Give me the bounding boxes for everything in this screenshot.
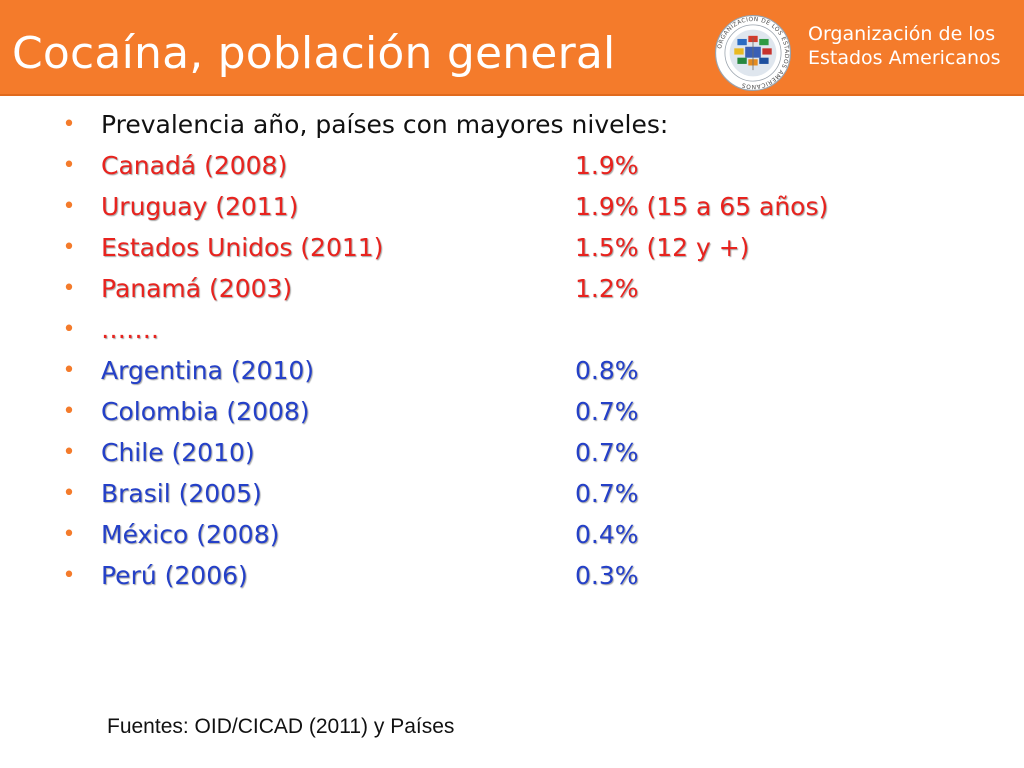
- prevalence-value: 0.7%: [575, 397, 639, 426]
- country-label: Uruguay (2011): [101, 192, 299, 221]
- list-item: • Colombia (2008) 0.7%: [0, 391, 1024, 432]
- bullet-icon: •: [62, 440, 76, 465]
- bullet-icon: •: [62, 358, 76, 383]
- list-item: • Canadá (2008) 1.9%: [0, 145, 1024, 186]
- prevalence-value: 0.8%: [575, 356, 639, 385]
- org-name-line-2: Estados Americanos: [808, 47, 1001, 69]
- page-title: Cocaína, población general: [12, 28, 616, 79]
- list-item: • Panamá (2003) 1.2%: [0, 268, 1024, 309]
- bullet-icon: •: [62, 112, 76, 137]
- list-item: • Argentina (2010) 0.8%: [0, 350, 1024, 391]
- bullet-icon: •: [62, 563, 76, 588]
- country-label: Brasil (2005): [101, 479, 262, 508]
- flags-cluster-icon: [734, 35, 772, 71]
- header-bar: Cocaína, población general ORGANIZACION …: [0, 0, 1024, 96]
- bullet-icon: •: [62, 194, 76, 219]
- prevalence-value: 0.7%: [575, 479, 639, 508]
- prevalence-value: 1.9% (15 a 65 años): [575, 192, 829, 221]
- list-item: • Uruguay (2011) 1.9% (15 a 65 años): [0, 186, 1024, 227]
- org-name-line-1: Organización de los: [808, 23, 996, 45]
- list-item: • Perú (2006) 0.3%: [0, 555, 1024, 596]
- list-intro: • Prevalencia año, países con mayores ni…: [0, 104, 1024, 145]
- intro-text: Prevalencia año, países con mayores nive…: [101, 110, 669, 139]
- country-label: Perú (2006): [101, 561, 248, 590]
- list-item-ellipsis: • …….: [0, 309, 1024, 350]
- bullet-icon: •: [62, 235, 76, 260]
- list-item: • Brasil (2005) 0.7%: [0, 473, 1024, 514]
- bullet-list: • Prevalencia año, países con mayores ni…: [0, 104, 1024, 596]
- prevalence-value: 1.5% (12 y +): [575, 233, 750, 262]
- list-item: • Chile (2010) 0.7%: [0, 432, 1024, 473]
- prevalence-value: 0.3%: [575, 561, 639, 590]
- bullet-icon: •: [62, 522, 76, 547]
- prevalence-value: 0.7%: [575, 438, 639, 467]
- ellipsis-text: …….: [101, 315, 159, 344]
- country-label: Colombia (2008): [101, 397, 310, 426]
- prevalence-value: 0.4%: [575, 520, 639, 549]
- country-label: Canadá (2008): [101, 151, 288, 180]
- country-label: Estados Unidos (2011): [101, 233, 384, 262]
- bullet-icon: •: [62, 153, 76, 178]
- country-label: Argentina (2010): [101, 356, 315, 385]
- bullet-icon: •: [62, 276, 76, 301]
- prevalence-value: 1.2%: [575, 274, 639, 303]
- oas-seal-logo: ORGANIZACION DE LOS ESTADOS AMERICANOS: [714, 14, 792, 92]
- bullet-icon: •: [62, 481, 76, 506]
- list-item: • Estados Unidos (2011) 1.5% (12 y +): [0, 227, 1024, 268]
- organization-name: Organización de los Estados Americanos: [808, 22, 1018, 70]
- country-label: Panamá (2003): [101, 274, 293, 303]
- country-label: Chile (2010): [101, 438, 255, 467]
- prevalence-value: 1.9%: [575, 151, 639, 180]
- source-note: Fuentes: OID/CICAD (2011) y Países: [107, 715, 455, 738]
- bullet-icon: •: [62, 399, 76, 424]
- bullet-icon: •: [62, 317, 76, 342]
- list-item: • México (2008) 0.4%: [0, 514, 1024, 555]
- country-label: México (2008): [101, 520, 280, 549]
